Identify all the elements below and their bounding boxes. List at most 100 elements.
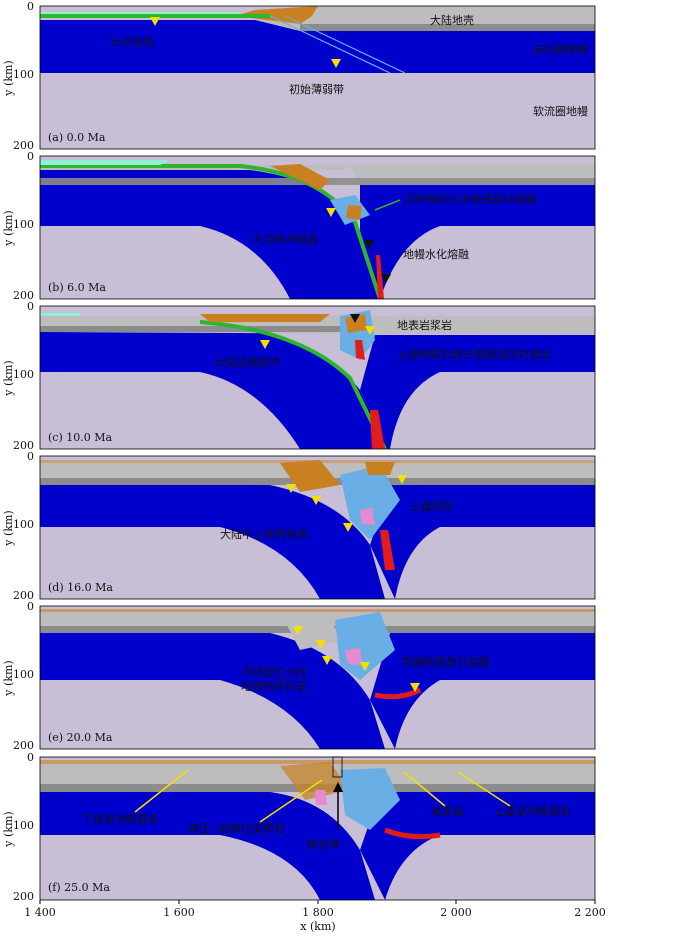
panel-f: (f) 25.0 Ma 下盘逆冲断裂系 高压~超高压变质岩 缝合带 岩浆岩 上盘… — [39, 756, 596, 901]
y-tick: 200 — [13, 289, 34, 302]
y-tick: 200 — [13, 589, 34, 602]
magma-body — [345, 314, 367, 333]
melt-body — [355, 340, 365, 360]
y-tick: 0 — [27, 600, 34, 613]
sediment-wedge — [280, 762, 350, 800]
sediment-wedge — [200, 314, 330, 322]
arrow-marker — [150, 17, 160, 26]
lithosphere-slab — [40, 485, 385, 599]
magma-body — [365, 462, 395, 475]
lithosphere-slab — [40, 332, 390, 449]
panel-caption: (a) 0.0 Ma — [48, 131, 106, 144]
label-magmatic-rock: 岩浆岩 — [431, 804, 464, 818]
x-axis: 1 400 1 600 1 800 2 000 2 200 x (km) — [24, 900, 606, 933]
arrow-marker — [311, 496, 321, 505]
label-lower-thrust: 下盘逆冲断裂系 — [82, 812, 159, 826]
hydrated-zone — [340, 768, 400, 830]
y-tick: 0 — [27, 450, 34, 463]
x-tick: 2 200 — [574, 906, 606, 919]
label-surface-magma: 地表岩浆岩 — [397, 318, 452, 332]
label-upper-plate-compression: 上盘挤压 — [410, 499, 454, 513]
panel-c: (c) 10.0 Ma 地表岩浆岩 大陆边缘俯冲 上盘伸展及部分熔融混杂岩侵出 — [39, 305, 596, 450]
pink-zone — [345, 648, 362, 665]
arrow-marker — [293, 626, 303, 635]
melt-body — [380, 530, 395, 570]
panel-caption: (f) 25.0 Ma — [48, 881, 110, 894]
crust-stack — [280, 610, 345, 650]
label-crust-detachment: 大陆中上地壳拆离 — [220, 527, 308, 541]
melt-body — [384, 827, 441, 840]
arrow-marker — [322, 656, 332, 665]
panel-d: (d) 16.0 Ma 上盘挤压 大陆中上地壳拆离 — [39, 455, 596, 600]
label-mantle-hydration: 地幔水化熔融 — [403, 247, 469, 261]
upper-lithosphere — [370, 485, 595, 599]
arrow-marker — [326, 208, 336, 217]
label-oceanic-crust: 大洋地壳 — [110, 35, 154, 49]
y-tick: 200 — [13, 439, 34, 452]
pink-zone — [315, 790, 327, 805]
y-axis-c: 0 100 200 y (km) — [2, 300, 34, 452]
label-hp-uhp-rocks: 高压~超高压变质岩 — [188, 821, 285, 835]
label-lithosphere-mantle: 岩石圈地幔 — [533, 42, 588, 56]
y-tick: 0 — [27, 300, 34, 313]
y-tick: 100 — [13, 518, 34, 531]
arrow-marker — [343, 523, 353, 532]
label-exhumation-line1: 不同层位大陆 — [241, 665, 307, 679]
label-continental-crust: 大陆地壳 — [430, 13, 474, 27]
lithosphere-slab — [40, 633, 385, 749]
x-tick: 1 400 — [24, 906, 56, 919]
melt-pocket — [346, 205, 362, 220]
sediment-wedge — [235, 6, 318, 24]
panel-frame — [39, 5, 596, 150]
y-axis-label: y (km) — [2, 360, 15, 396]
arrow-marker-black — [364, 240, 374, 249]
y-tick: 0 — [27, 150, 34, 163]
mantle-melt — [370, 410, 385, 449]
label-upper-plate-extension: 上盘伸展及部分熔融混杂岩侵出 — [397, 347, 551, 361]
x-tick: 1 800 — [302, 906, 334, 919]
panel-caption: (d) 16.0 Ma — [48, 581, 113, 594]
surface-layer — [40, 760, 595, 764]
y-tick: 200 — [13, 739, 34, 752]
surface-sediment — [40, 313, 80, 316]
x-tick: 2 000 — [440, 906, 472, 919]
x-tick: 1 600 — [163, 906, 195, 919]
label-upper-thrust: 上盘逆冲断裂系 — [494, 804, 571, 818]
y-tick: 100 — [13, 668, 34, 681]
panel-frame — [39, 605, 596, 750]
panel-caption: (e) 20.0 Ma — [48, 731, 113, 744]
oceanic-sediment — [40, 12, 240, 14]
panel-frame — [39, 155, 596, 300]
upper-lithosphere — [360, 185, 595, 299]
panel-e: (e) 20.0 Ma 壳幔物质部分熔融 不同层位大陆 地壳物质折返 — [39, 605, 596, 750]
y-axis-d: 0 100 200 y (km) — [2, 450, 34, 602]
melt-body — [374, 687, 422, 700]
weak-zone-line-1 — [269, 15, 391, 74]
leader-line — [259, 779, 323, 823]
sediment-wedge — [270, 164, 330, 190]
y-tick: 0 — [27, 751, 34, 764]
y-tick: 100 — [13, 819, 34, 832]
arrow-marker — [360, 662, 370, 671]
surface-layer — [40, 460, 595, 463]
panel-caption: (b) 6.0 Ma — [48, 281, 106, 294]
panel-a: (a) 0.0 Ma 大洋地壳 大陆地壳 岩石圈地幔 初始薄弱带 软流圈地幔 — [39, 5, 596, 150]
label-asthenosphere: 软流圈地幔 — [533, 104, 588, 118]
y-tick: 200 — [13, 139, 34, 152]
label-initial-weak-zone: 初始薄弱带 — [289, 82, 344, 96]
arrow-marker-black — [350, 314, 360, 323]
y-axis-label: y (km) — [2, 510, 15, 546]
y-axis-label: y (km) — [2, 660, 15, 696]
panel-frame — [39, 455, 596, 600]
y-axis-label: y (km) — [2, 210, 15, 246]
upper-lithosphere — [360, 335, 595, 449]
arrow-marker — [260, 340, 270, 349]
arrow-marker — [286, 484, 296, 493]
y-tick: 100 — [13, 368, 34, 381]
leader-line — [374, 199, 401, 211]
arrow-marker — [331, 59, 341, 68]
continental-lower-crust — [300, 24, 595, 31]
upper-lithosphere — [360, 792, 595, 900]
y-axis-label: y (km) — [2, 811, 15, 847]
